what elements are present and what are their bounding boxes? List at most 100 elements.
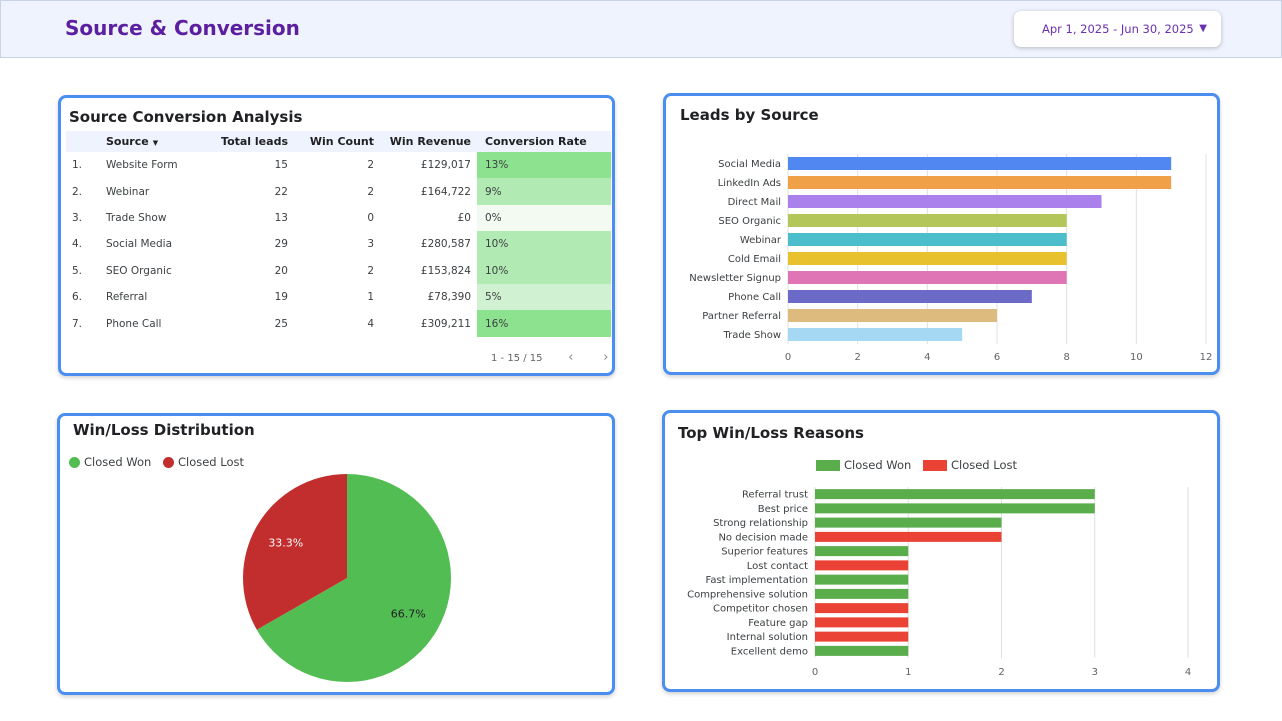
row-total-leads: 25 xyxy=(274,317,288,330)
row-win-count: 2 xyxy=(367,264,374,277)
row-win-count: 2 xyxy=(367,185,374,198)
bar[interactable] xyxy=(815,631,909,642)
column-header-win-revenue[interactable]: Win Revenue xyxy=(378,131,477,152)
pie-slice[interactable] xyxy=(243,474,347,630)
bar[interactable] xyxy=(815,603,909,614)
bar[interactable] xyxy=(788,195,1102,208)
win-loss-reasons-card: Top Win/Loss Reasons Closed Won Closed L… xyxy=(662,410,1220,692)
y-category-label: Webinar xyxy=(740,235,782,246)
bar[interactable] xyxy=(815,560,909,571)
row-conversion-rate: 13% xyxy=(477,152,611,179)
row-source: SEO Organic xyxy=(106,264,172,277)
date-range-picker[interactable]: Apr 1, 2025 - Jun 30, 2025 ▼ xyxy=(1014,11,1221,47)
row-total-leads: 13 xyxy=(274,211,288,224)
reasons-chart-title: Top Win/Loss Reasons xyxy=(678,424,864,442)
table-row[interactable]: 1. Website Form 15 2 £129,017 13% xyxy=(66,152,611,179)
bar[interactable] xyxy=(815,574,909,585)
column-header-total-leads[interactable]: Total leads xyxy=(214,131,292,152)
source-conversion-card: Source Conversion Analysis Source ▼ Total… xyxy=(58,95,615,376)
chevron-right-icon[interactable]: › xyxy=(603,350,609,365)
page-header: Source & Conversion Apr 1, 2025 - Jun 30… xyxy=(0,0,1282,58)
bar[interactable] xyxy=(788,328,963,341)
y-category-label: Social Media xyxy=(718,159,781,170)
bar[interactable] xyxy=(788,157,1172,170)
column-header-source[interactable]: Source ▼ xyxy=(106,131,214,152)
column-header-conversion-rate[interactable]: Conversion Rate xyxy=(477,131,611,152)
bar[interactable] xyxy=(788,176,1172,189)
row-total-leads: 15 xyxy=(274,159,288,172)
y-category-label: Trade Show xyxy=(722,330,781,341)
pie-legend: Closed Won Closed Lost xyxy=(69,455,252,469)
legend-swatch xyxy=(162,457,174,468)
bar[interactable] xyxy=(788,252,1067,265)
sort-down-icon: ▼ xyxy=(152,139,159,147)
bar[interactable] xyxy=(788,271,1067,284)
legend-item-closed-won[interactable]: Closed Won xyxy=(816,458,911,472)
bar[interactable] xyxy=(815,617,909,628)
source-conversion-table: Source ▼ Total leads Win Count Win Revenu… xyxy=(66,131,611,337)
page-title: Source & Conversion xyxy=(65,16,300,40)
win-loss-distribution-card: Win/Loss Distribution Closed Won Closed … xyxy=(57,413,615,695)
table-row[interactable]: 3. Trade Show 13 0 £0 0% xyxy=(66,204,611,232)
table-row[interactable]: 4. Social Media 29 3 £280,587 10% xyxy=(66,231,611,258)
pie-value-label: 33.3% xyxy=(268,537,303,550)
row-win-count: 2 xyxy=(367,159,374,172)
row-total-leads: 20 xyxy=(274,264,288,277)
pie-slice[interactable] xyxy=(256,474,452,682)
legend-swatch xyxy=(816,460,840,471)
y-category-label: Best price xyxy=(758,504,808,515)
bar[interactable] xyxy=(815,546,909,557)
date-range-value: Apr 1, 2025 - Jun 30, 2025 xyxy=(1042,22,1194,36)
bar[interactable] xyxy=(815,503,1095,514)
leads-chart-title: Leads by Source xyxy=(680,106,819,124)
row-win-revenue: £0 xyxy=(457,211,471,224)
row-conversion-rate: 10% xyxy=(477,231,611,258)
pie-chart-title: Win/Loss Distribution xyxy=(73,421,255,439)
x-tick-label: 1 xyxy=(905,667,911,678)
x-tick-label: 6 xyxy=(994,352,1000,363)
table-row[interactable]: 5. SEO Organic 20 2 £153,824 10% xyxy=(66,257,611,284)
x-tick-label: 2 xyxy=(998,667,1004,678)
row-win-count: 3 xyxy=(367,238,374,251)
x-tick-label: 12 xyxy=(1200,352,1213,363)
bar[interactable] xyxy=(815,588,909,599)
table-row[interactable]: 6. Referral 19 1 £78,390 5% xyxy=(66,283,611,311)
row-index: 1. xyxy=(72,159,83,172)
bar[interactable] xyxy=(788,233,1067,246)
bar[interactable] xyxy=(815,517,1002,528)
win-loss-reasons-chart: 0 1 2 3 4 Referral trust Best price Strong rela… xyxy=(687,487,1191,678)
row-win-count: 0 xyxy=(367,211,374,224)
pagination-label: 1 - 15 / 15 xyxy=(491,353,543,364)
table-row[interactable]: 2. Webinar 22 2 £164,722 9% xyxy=(66,178,611,205)
bar[interactable] xyxy=(815,489,1095,500)
y-category-label: LinkedIn Ads xyxy=(718,178,781,189)
y-category-label: Partner Referral xyxy=(702,311,781,322)
x-tick-label: 3 xyxy=(1092,667,1098,678)
legend-item-closed-lost[interactable]: Closed Lost xyxy=(922,458,1017,472)
row-index: 4. xyxy=(72,238,83,251)
pagination: 1 - 15 / 15 ‹ › xyxy=(491,350,612,365)
x-tick-label: 8 xyxy=(1063,352,1069,363)
bar[interactable] xyxy=(815,645,909,656)
y-category-label: Direct Mail xyxy=(728,197,781,208)
bar[interactable] xyxy=(788,309,997,322)
row-conversion-rate: 16% xyxy=(477,310,611,337)
chevron-left-icon[interactable]: ‹ xyxy=(568,350,574,365)
row-index: 5. xyxy=(72,264,83,277)
legend-swatch xyxy=(922,460,947,471)
y-category-label: SEO Organic xyxy=(718,216,781,227)
bar[interactable] xyxy=(815,531,1002,542)
y-category-label: Newsletter Signup xyxy=(689,273,781,284)
row-win-count: 4 xyxy=(367,317,374,330)
x-tick-label: 2 xyxy=(854,352,860,363)
bar[interactable] xyxy=(788,214,1067,227)
y-category-label: Fast implementation xyxy=(705,575,808,586)
table-row[interactable]: 7. Phone Call 25 4 £309,211 16% xyxy=(66,310,611,337)
row-index: 6. xyxy=(72,291,83,304)
bar[interactable] xyxy=(788,290,1032,303)
column-header-index xyxy=(66,131,106,152)
legend-item-closed-lost[interactable]: Closed Lost xyxy=(162,455,244,469)
column-header-win-count[interactable]: Win Count xyxy=(292,131,378,152)
row-source: Phone Call xyxy=(106,317,162,330)
legend-item-closed-won[interactable]: Closed Won xyxy=(69,455,151,469)
